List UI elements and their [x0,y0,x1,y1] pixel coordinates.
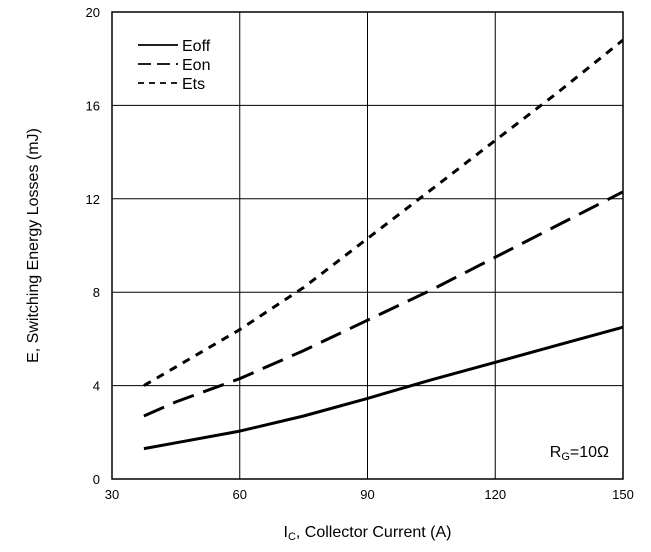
plot-frame [111,11,624,480]
series-line-eoff [143,325,624,451]
x-tick-label: 120 [484,487,506,502]
x-axis-title-main: I [284,524,288,541]
legend-label-eoff: Eoff [182,38,211,55]
legend-label-eon: Eon [182,57,210,74]
x-axis-title-rest: , Collector Current (A) [296,524,452,541]
x-tick-label: 90 [360,487,374,502]
rg-annotation-main: R [550,444,562,461]
y-tick-label: 12 [86,192,100,207]
series-lines [143,38,624,451]
series-line-ets [143,38,624,387]
rg-annotation: RG=10Ω [550,444,609,463]
x-axis-title: IC, Collector Current (A) [284,524,452,543]
y-tick-label: 0 [93,472,100,487]
x-tick-label: 30 [105,487,119,502]
rg-annotation-sub: G [561,451,570,463]
y-axis-title: E, Switching Energy Losses (mJ) [25,128,42,363]
x-axis-title-sub: C [288,531,296,543]
x-tick-label: 60 [233,487,247,502]
y-tick-label: 20 [86,5,100,20]
x-tick-label: 150 [612,487,634,502]
y-tick-label: 8 [93,285,100,300]
y-tick-label: 16 [86,98,100,113]
ticks: 30 60 90 120 150 0 4 8 12 16 20 [86,5,634,502]
legend-label-ets: Ets [182,76,205,93]
legend: Eoff Eon Ets [138,38,211,93]
rg-annotation-rest: =10Ω [570,444,609,461]
grid [112,12,623,479]
series-line-eon [143,190,624,418]
y-tick-label: 4 [93,379,100,394]
